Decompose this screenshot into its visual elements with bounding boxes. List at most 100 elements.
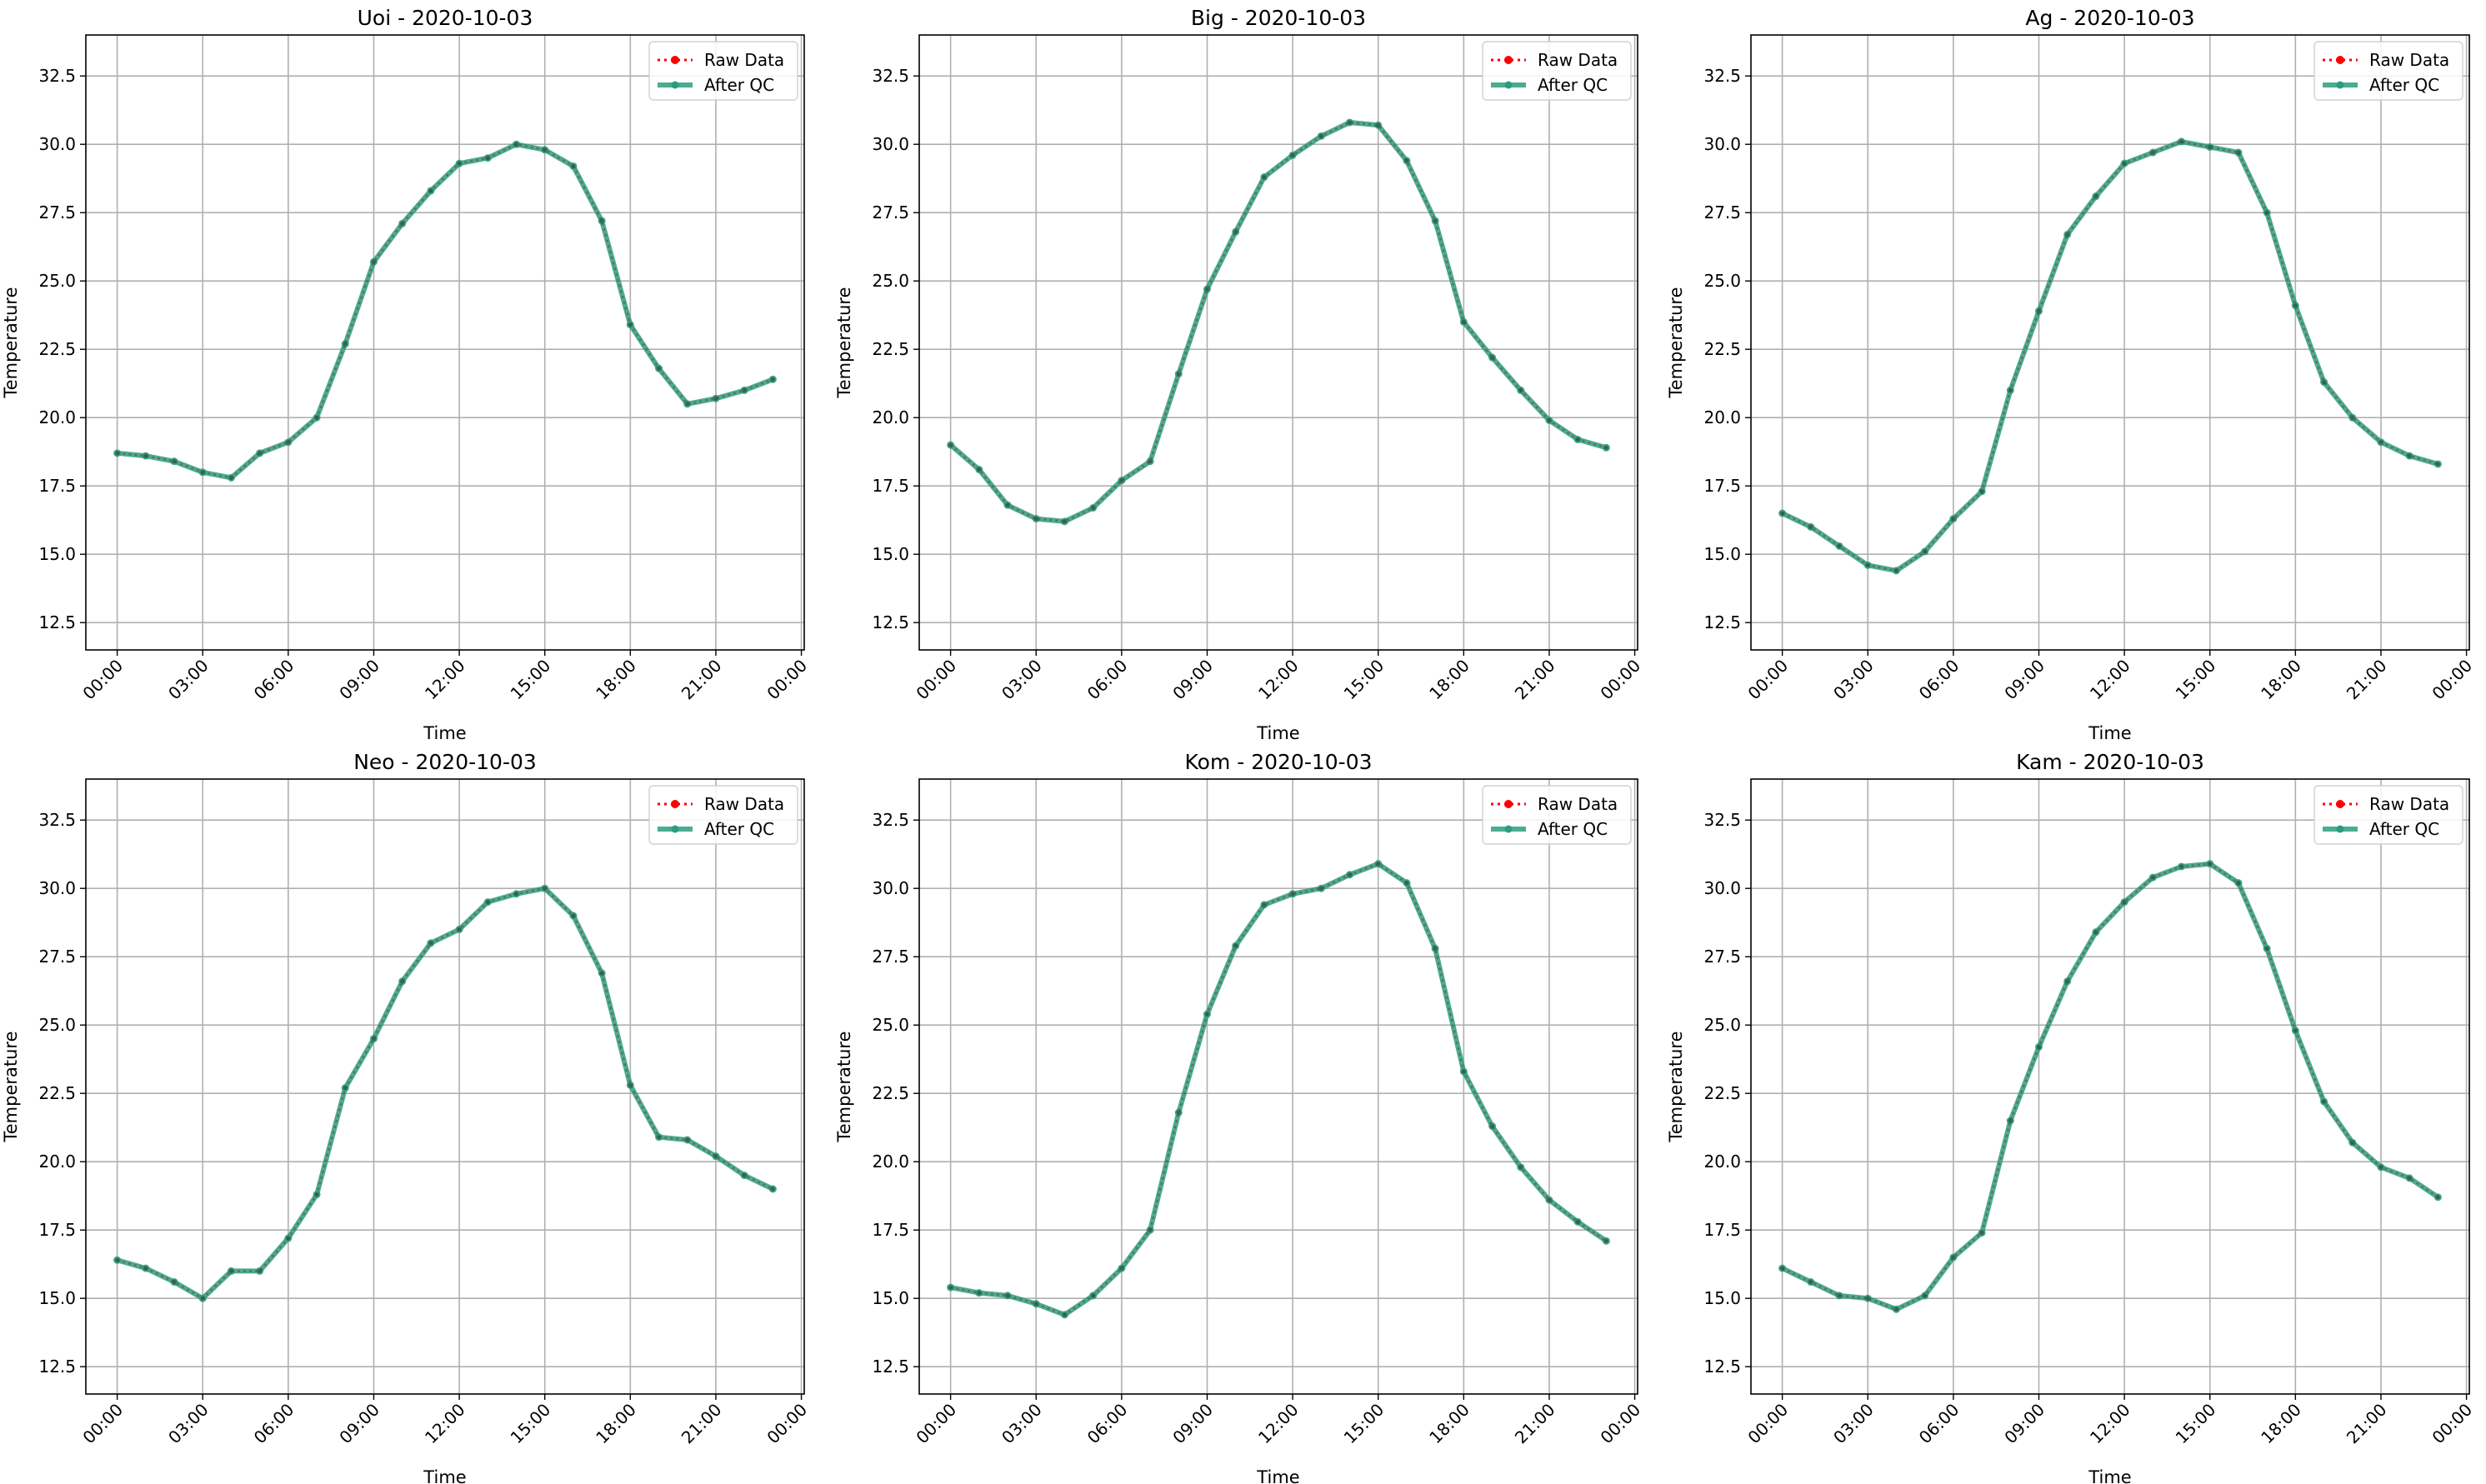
y-tick-label: 17.5	[1703, 1220, 1741, 1240]
x-tick-label: 15:00	[1340, 656, 1388, 704]
raw-data-point	[143, 1266, 148, 1271]
legend: Raw Data After QC	[1482, 41, 1632, 101]
legend-label-raw-data: Raw Data	[1538, 50, 1618, 70]
x-axis-label: Time	[2088, 1467, 2131, 1484]
x-tick-label: 03:00	[1829, 656, 1878, 704]
raw-data-point	[2407, 453, 2412, 458]
y-tick-label: 20.0	[38, 1152, 76, 1172]
y-axis-label: Temperature	[834, 287, 854, 398]
y-tick-label: 22.5	[1703, 339, 1741, 359]
raw-data-point	[1575, 437, 1580, 442]
raw-data-point	[1290, 892, 1295, 897]
y-axis-label: Temperature	[1, 1031, 21, 1142]
raw-data-point	[543, 147, 548, 152]
x-tick-label: 18:00	[592, 656, 640, 704]
y-tick-label: 20.0	[872, 407, 909, 427]
y-tick-label: 27.5	[1703, 947, 1741, 967]
subplot-4: 00:00 03:00 06:00 09:00 12:00 15:00 18:00 21:00…	[834, 750, 1644, 1484]
y-tick-label: 30.0	[1703, 878, 1741, 898]
x-tick-label: 21:00	[2343, 656, 2391, 704]
y-tick-label: 15.0	[1703, 544, 1741, 564]
chart-title: Neo - 2020-10-03	[353, 750, 537, 774]
raw-data-point	[115, 451, 120, 456]
y-tick-label: 15.0	[38, 544, 76, 564]
raw-data-point	[2122, 900, 2127, 905]
raw-data-point	[1923, 1293, 1928, 1298]
legend-marker-raw-data	[671, 800, 679, 808]
y-axis-label: Temperature	[1, 287, 21, 398]
raw-data-point	[1091, 1293, 1096, 1298]
raw-data-point	[286, 440, 291, 445]
x-tick-label: 06:00	[250, 1400, 298, 1448]
raw-data-point	[571, 913, 576, 918]
raw-data-point	[1893, 568, 1899, 573]
subplot-3: 00:00 03:00 06:00 09:00 12:00 15:00 18:00 21:00…	[1, 750, 811, 1484]
raw-data-point	[314, 1192, 319, 1197]
x-tick-label: 00:00	[1743, 656, 1792, 704]
x-tick-label: 21:00	[1511, 656, 1559, 704]
x-tick-label: 12:00	[421, 1400, 469, 1448]
y-tick-label: 25.0	[38, 1015, 76, 1035]
x-tick-label: 15:00	[507, 1400, 555, 1448]
raw-data-point	[977, 1291, 982, 1296]
raw-data-point	[371, 259, 377, 264]
raw-data-point	[2150, 150, 2155, 155]
raw-data-point	[286, 1236, 291, 1241]
raw-data-point	[656, 1135, 662, 1140]
x-tick-label: 18:00	[1425, 1400, 1473, 1448]
subplot-2: 00:00 03:00 06:00 09:00 12:00 15:00 18:00 21:00…	[1666, 6, 2476, 743]
raw-data-point	[1262, 174, 1267, 180]
x-tick-label: 18:00	[1425, 656, 1473, 704]
raw-data-point	[628, 322, 633, 327]
axes-frame	[85, 778, 805, 1395]
x-tick-label: 15:00	[1340, 1400, 1388, 1448]
raw-data-point	[457, 927, 462, 932]
raw-data-point	[1119, 478, 1124, 483]
raw-data-point	[371, 1037, 377, 1042]
legend-label-raw-data: Raw Data	[704, 794, 784, 814]
raw-data-point	[400, 979, 405, 984]
legend-marker-after-qc	[1504, 825, 1513, 833]
raw-data-point	[1204, 1012, 1210, 1017]
y-tick-label: 20.0	[1703, 407, 1741, 427]
legend: Raw Data After QC	[2313, 785, 2463, 845]
raw-data-point	[2065, 232, 2070, 237]
raw-data-point	[1433, 946, 1438, 951]
x-tick-label: 03:00	[998, 656, 1046, 704]
raw-data-point	[258, 1268, 263, 1273]
legend-marker-raw-data	[2336, 800, 2344, 808]
raw-data-point	[1489, 1123, 1495, 1129]
y-tick-label: 17.5	[38, 1220, 76, 1240]
legend: Raw Data After QC	[648, 41, 798, 101]
y-tick-label: 15.0	[1703, 1288, 1741, 1308]
chart-title: Ag - 2020-10-03	[2025, 6, 2194, 30]
y-tick-label: 25.0	[1703, 1015, 1741, 1035]
raw-data-point	[2293, 303, 2298, 308]
x-tick-label: 00:00	[2428, 656, 2476, 704]
y-tick-label: 25.0	[872, 1015, 909, 1035]
raw-data-point	[1518, 1165, 1523, 1170]
legend-marker-raw-data	[1504, 800, 1513, 808]
raw-data-point	[2036, 308, 2042, 313]
y-tick-label: 27.5	[872, 202, 909, 222]
raw-data-point	[1923, 549, 1928, 554]
raw-data-point	[2208, 144, 2213, 150]
x-axis-label: Time	[1256, 723, 1299, 743]
raw-data-point	[1376, 122, 1381, 127]
x-tick-label: 12:00	[2086, 656, 2134, 704]
raw-data-point	[1808, 524, 1813, 530]
y-tick-label: 15.0	[872, 544, 909, 564]
y-tick-label: 20.0	[872, 1152, 909, 1172]
raw-data-point	[1148, 459, 1153, 464]
raw-data-point	[1603, 445, 1608, 450]
y-tick-label: 12.5	[1703, 1357, 1741, 1377]
plot-area	[86, 35, 804, 650]
x-tick-label: 00:00	[1743, 1400, 1792, 1448]
x-tick-label: 00:00	[2428, 1400, 2476, 1448]
x-tick-label: 00:00	[763, 1400, 811, 1448]
y-tick-label: 25.0	[1703, 271, 1741, 291]
raw-data-point	[1489, 355, 1495, 360]
chart-title: Kam - 2020-10-03	[2016, 750, 2204, 774]
y-tick-label: 25.0	[872, 271, 909, 291]
